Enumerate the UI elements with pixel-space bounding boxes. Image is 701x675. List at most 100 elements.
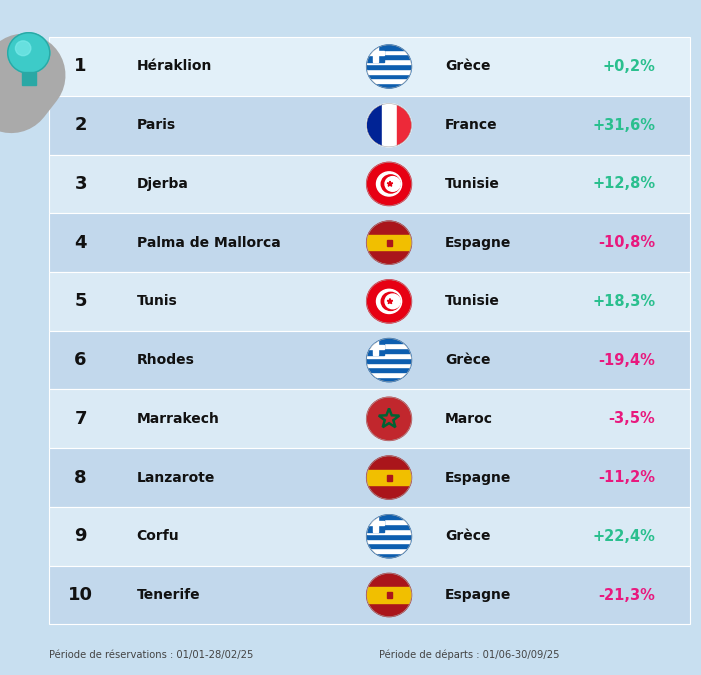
Circle shape (367, 45, 411, 88)
Bar (367, 69, 411, 74)
FancyBboxPatch shape (49, 96, 690, 155)
Text: Marrakech: Marrakech (137, 412, 219, 426)
Text: France: France (445, 118, 498, 132)
Bar (367, 83, 411, 88)
Bar (367, 529, 411, 534)
Bar (367, 51, 384, 55)
FancyBboxPatch shape (49, 155, 690, 213)
Bar (367, 50, 411, 55)
Circle shape (381, 292, 400, 310)
Polygon shape (387, 298, 393, 304)
Text: 2: 2 (74, 116, 87, 134)
Bar (367, 534, 411, 539)
Circle shape (367, 573, 411, 617)
Circle shape (367, 279, 411, 323)
Text: Tunisie: Tunisie (445, 294, 500, 308)
Bar (22, 72, 36, 86)
Bar (367, 344, 411, 348)
Bar (367, 45, 384, 61)
Bar (367, 514, 384, 531)
Text: 7: 7 (74, 410, 87, 428)
Text: -3,5%: -3,5% (608, 411, 655, 427)
Bar (373, 338, 378, 355)
Text: -10,8%: -10,8% (599, 235, 655, 250)
Text: 3: 3 (74, 175, 87, 193)
Bar (386, 240, 392, 246)
Text: Période de réservations : 01/01-28/02/25: Période de réservations : 01/01-28/02/25 (49, 650, 254, 660)
Text: -21,3%: -21,3% (599, 587, 655, 603)
Bar (367, 520, 411, 524)
Bar (367, 64, 411, 69)
Text: Grèce: Grèce (445, 529, 491, 543)
Text: Palma de Mallorca: Palma de Mallorca (137, 236, 280, 250)
Bar (367, 553, 411, 558)
Bar (367, 74, 411, 78)
Circle shape (385, 177, 400, 191)
Text: Djerba: Djerba (137, 177, 189, 191)
Circle shape (385, 294, 400, 308)
Circle shape (367, 514, 411, 558)
Text: Rhodes: Rhodes (137, 353, 195, 367)
Circle shape (15, 41, 31, 56)
Bar (367, 543, 411, 548)
Text: Période de départs : 01/06-30/09/25: Période de départs : 01/06-30/09/25 (379, 649, 559, 660)
FancyBboxPatch shape (49, 448, 690, 507)
Circle shape (376, 290, 402, 313)
Text: Corfu: Corfu (137, 529, 179, 543)
Circle shape (8, 32, 50, 73)
Circle shape (376, 172, 402, 196)
Bar (367, 362, 411, 367)
Bar (367, 235, 411, 250)
Text: 10: 10 (68, 586, 93, 604)
Bar (367, 339, 411, 344)
Bar (373, 514, 378, 531)
Polygon shape (387, 181, 393, 186)
Text: Espagne: Espagne (445, 588, 512, 602)
Bar (373, 45, 378, 61)
Bar (367, 548, 411, 553)
Bar (367, 55, 411, 59)
Bar (367, 539, 411, 543)
Text: 5: 5 (74, 292, 87, 310)
Text: 4: 4 (74, 234, 87, 252)
Text: Paris: Paris (137, 118, 176, 132)
Text: Lanzarote: Lanzarote (137, 470, 215, 485)
Text: +0,2%: +0,2% (603, 59, 655, 74)
Bar (367, 524, 411, 529)
Circle shape (381, 175, 400, 193)
Text: 9: 9 (74, 527, 87, 545)
Text: -11,2%: -11,2% (599, 470, 655, 485)
Text: Grèce: Grèce (445, 353, 491, 367)
FancyBboxPatch shape (49, 331, 690, 389)
Text: Grèce: Grèce (445, 59, 491, 74)
Text: 1: 1 (74, 57, 87, 76)
Text: Héraklion: Héraklion (137, 59, 212, 74)
Bar (367, 59, 411, 64)
FancyBboxPatch shape (49, 213, 690, 272)
Circle shape (367, 338, 411, 382)
Circle shape (367, 221, 411, 265)
Bar (367, 514, 411, 520)
Bar (367, 103, 381, 147)
Circle shape (367, 456, 411, 500)
Bar (367, 338, 384, 355)
Bar (381, 103, 397, 147)
Circle shape (367, 103, 411, 147)
Bar (386, 592, 392, 598)
Bar (367, 353, 411, 358)
Text: 6: 6 (74, 351, 87, 369)
Circle shape (367, 397, 411, 441)
FancyBboxPatch shape (49, 37, 690, 96)
Text: +22,4%: +22,4% (592, 529, 655, 544)
Text: Espagne: Espagne (445, 470, 512, 485)
FancyBboxPatch shape (49, 507, 690, 566)
Bar (367, 358, 411, 362)
Bar (367, 470, 411, 485)
Text: Tunis: Tunis (137, 294, 177, 308)
Bar (367, 367, 411, 372)
Bar (367, 372, 411, 377)
Bar (386, 475, 392, 481)
Bar (367, 587, 411, 603)
Text: +31,6%: +31,6% (592, 117, 655, 133)
Bar (367, 78, 411, 83)
